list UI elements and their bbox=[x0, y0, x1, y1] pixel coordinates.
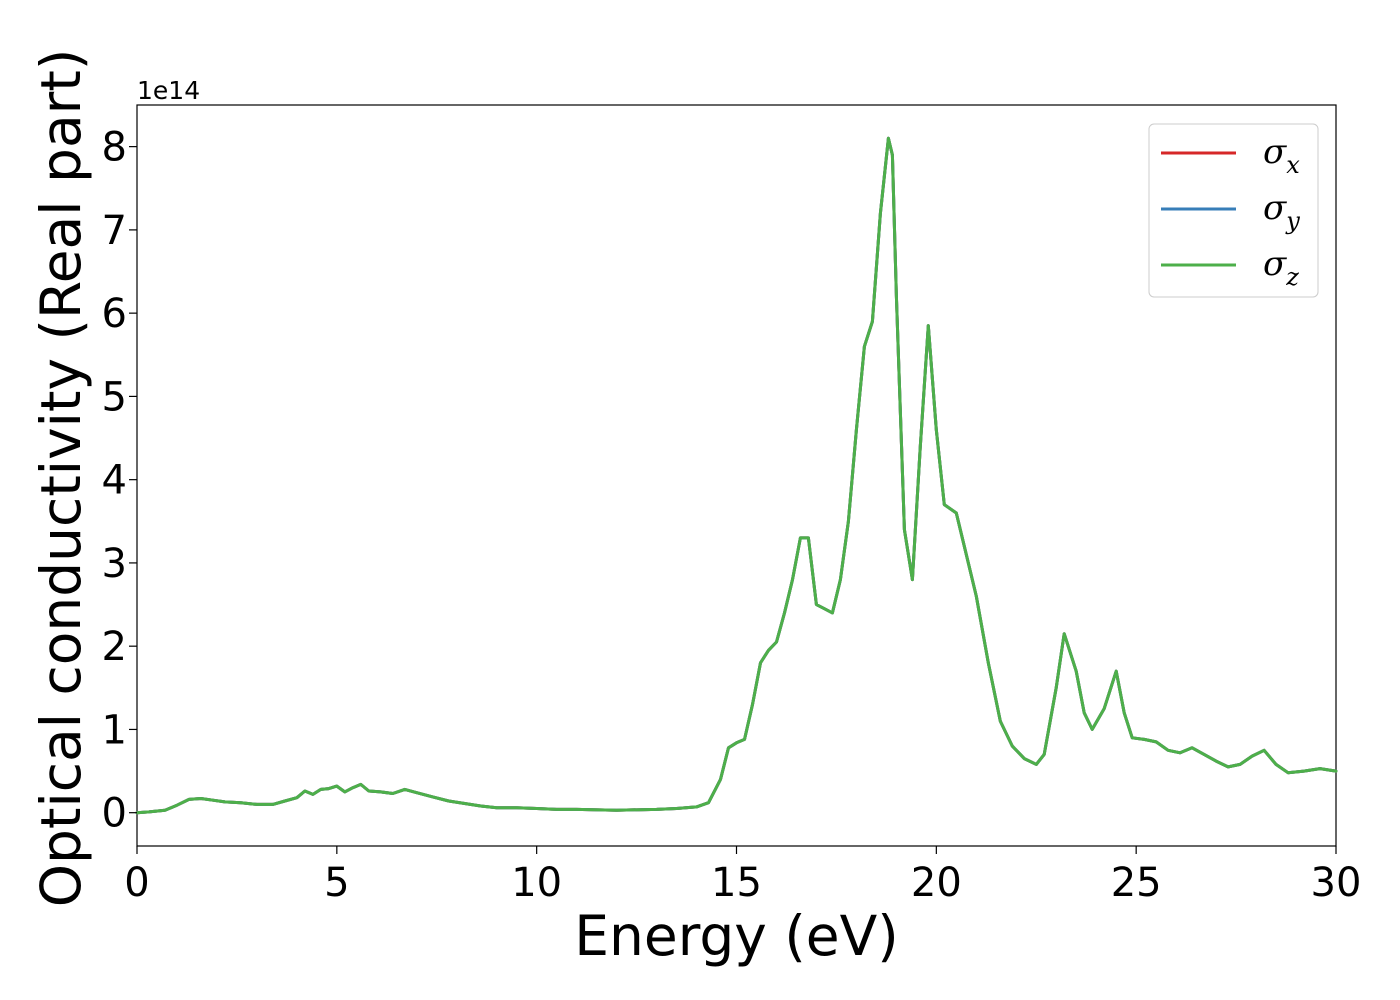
legend-item-y: σy bbox=[1161, 188, 1300, 235]
legend-label: σz bbox=[1263, 244, 1299, 291]
legend-label: σy bbox=[1263, 188, 1300, 235]
y-axis: 0 1 2 3 4 5 6 7 8 bbox=[102, 125, 137, 837]
x-tick-label: 30 bbox=[1311, 860, 1362, 906]
legend-label: σx bbox=[1263, 132, 1300, 179]
x-axis: 0 5 10 15 20 25 30 bbox=[124, 846, 1361, 906]
y-tick-label: 2 bbox=[102, 624, 127, 670]
y-tick-label: 5 bbox=[102, 374, 127, 420]
legend-item-z: σz bbox=[1161, 244, 1299, 291]
y-tick-label: 1 bbox=[102, 707, 127, 753]
x-tick-label: 20 bbox=[911, 860, 962, 906]
y-tick-label: 8 bbox=[102, 125, 127, 171]
y-tick-label: 0 bbox=[102, 791, 127, 837]
x-tick-label: 5 bbox=[324, 860, 349, 906]
y-tick-label: 4 bbox=[102, 458, 127, 504]
legend-item-x: σx bbox=[1161, 132, 1300, 179]
x-tick-label: 15 bbox=[711, 860, 762, 906]
plot-frame bbox=[136, 104, 1337, 847]
y-axis-title: Optical conductivity (Real part) bbox=[29, 49, 93, 908]
plot-area bbox=[135, 104, 1338, 847]
y-offset-label: 1e14 bbox=[137, 76, 200, 105]
y-tick-label: 3 bbox=[102, 541, 127, 587]
series-layer bbox=[135, 136, 1338, 815]
x-tick-label: 0 bbox=[124, 860, 149, 906]
legend: σx σy σz bbox=[1148, 123, 1319, 298]
x-axis-title: Energy (eV) bbox=[574, 904, 898, 968]
series-line-3 bbox=[135, 136, 1338, 815]
y-tick-label: 6 bbox=[102, 291, 127, 337]
y-tick-label: 7 bbox=[102, 208, 127, 254]
x-tick-label: 10 bbox=[511, 860, 562, 906]
x-tick-label: 25 bbox=[1111, 860, 1162, 906]
